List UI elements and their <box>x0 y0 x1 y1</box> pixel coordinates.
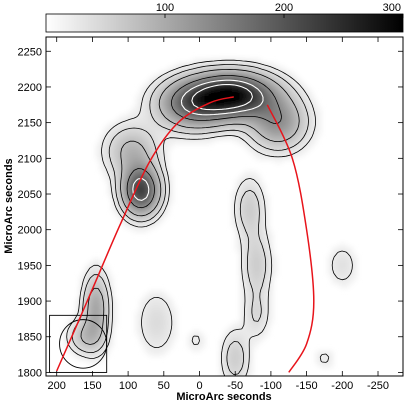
plot-frame <box>45 36 404 377</box>
y-axis-label: MicroArc seconds <box>3 158 15 253</box>
contour-level-1 <box>66 59 353 376</box>
contour-lines <box>66 59 353 376</box>
y-tick-label: 1800 <box>18 367 42 379</box>
colorbar-tick-label: 300 <box>383 2 401 14</box>
plot-area <box>45 36 404 377</box>
x-axis-label: MicroArc seconds <box>176 391 271 403</box>
beam-ellipse <box>59 319 108 369</box>
x-tick-label: -50 <box>227 380 243 392</box>
colorbar: 100 200 300 <box>45 2 404 33</box>
red-arc-curve-1 <box>56 96 234 372</box>
x-tick-label: 50 <box>158 380 170 392</box>
contour-level-6 <box>191 83 254 111</box>
contour-level-5 <box>132 79 264 201</box>
red-arc-curve-2 <box>266 104 315 373</box>
y-tick-label: 1950 <box>18 260 42 272</box>
contour-level-2 <box>71 64 309 376</box>
x-tick-label: 200 <box>48 380 66 392</box>
y-tick-label: 2250 <box>18 46 42 58</box>
y-tick-label: 2150 <box>18 118 42 130</box>
x-tick-label: 100 <box>119 380 137 392</box>
overlay-curves <box>56 96 315 373</box>
y-tick-label: 2000 <box>18 225 42 237</box>
y-axis: 1800 1850 1900 1950 2000 2050 2100 2150 2200 2250 <box>18 46 403 379</box>
overlay-shapes <box>49 314 108 373</box>
x-tick-label: -200 <box>331 380 353 392</box>
y-tick-label: 2050 <box>18 189 42 201</box>
x-tick-label: -100 <box>260 380 282 392</box>
x-tick-label: 150 <box>83 380 101 392</box>
y-tick-label: 2100 <box>18 153 42 165</box>
y-tick-label: 1850 <box>18 332 42 344</box>
x-axis: 200 150 100 50 0 -50 -100 -150 -200 -250 <box>48 37 389 392</box>
x-tick-label: -150 <box>296 380 318 392</box>
colorbar-tick-label: 100 <box>156 2 174 14</box>
contour-level-4 <box>126 75 282 209</box>
x-tick-label: 0 <box>196 380 202 392</box>
y-tick-label: 1900 <box>18 296 42 308</box>
colorbar-gradient <box>45 13 404 33</box>
x-tick-label: -250 <box>367 380 389 392</box>
colorbar-ticks: 100 200 300 <box>156 2 404 18</box>
y-tick-label: 2200 <box>18 82 42 94</box>
colorbar-tick-label: 200 <box>275 2 293 14</box>
